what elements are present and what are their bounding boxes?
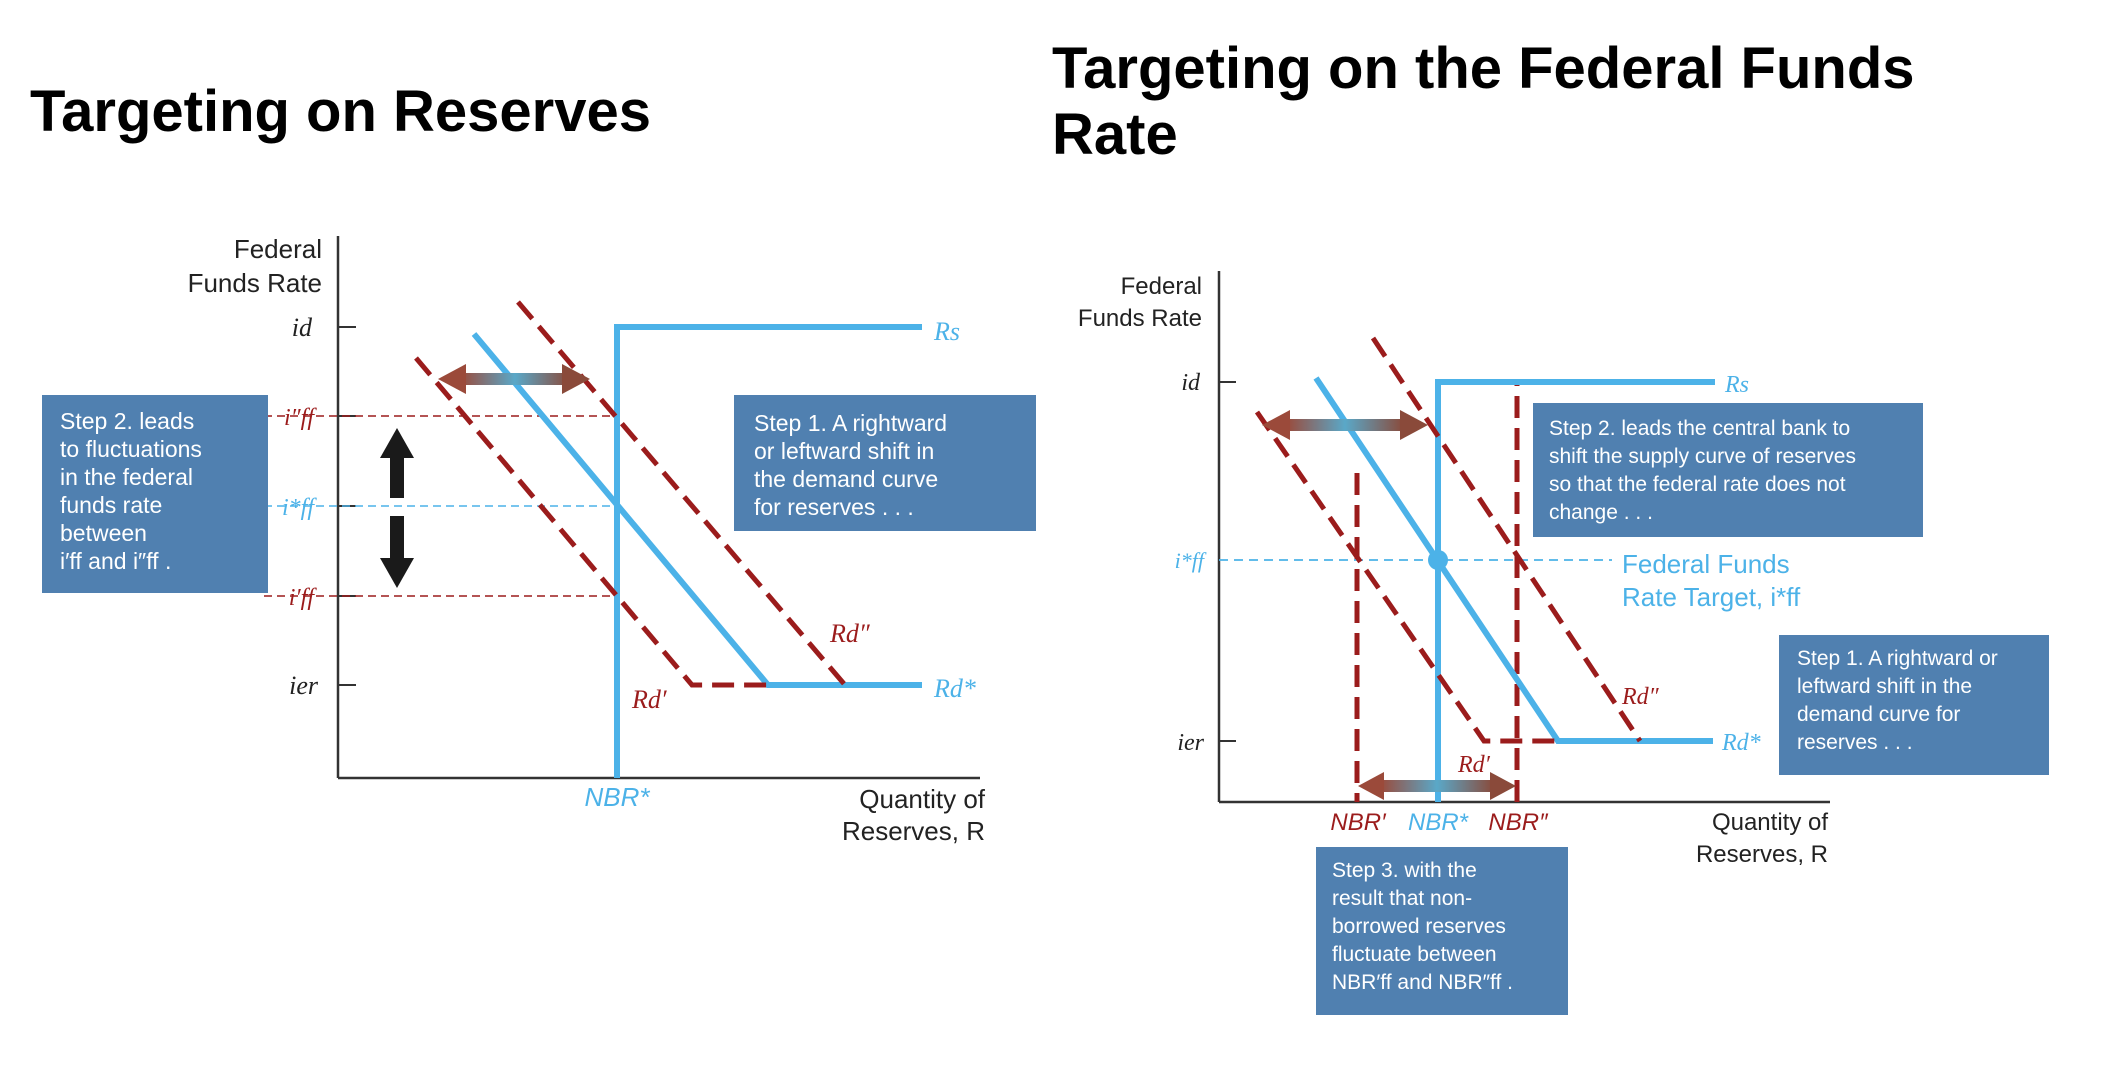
right-step2-line-1: Step 2. leads the central bank to (1549, 417, 1851, 440)
right-equilibrium-dot (1428, 550, 1448, 570)
left-demand-curve-star (471, 332, 922, 688)
left-x-axis-label-2: Reserves, R (842, 816, 985, 846)
left-label-rd-single: Rd′ (631, 685, 667, 714)
left-y-axis-label-2: Funds Rate (188, 268, 322, 298)
left-label-rs: Rs (933, 317, 960, 346)
right-target-label-1: Federal Funds (1622, 549, 1790, 579)
right-title-line-2: Rate (1052, 102, 1178, 167)
left-label-rd-star: Rd* (933, 674, 976, 703)
left-label-nbr-star: NBR* (584, 782, 650, 812)
right-step3-line-1: Step 3. with the (1332, 859, 1477, 882)
right-title-line-1: Targeting on the Federal Funds (1052, 36, 1915, 101)
right-label-nbr-double: NBR″ (1488, 809, 1549, 836)
right-step1-line-1: Step 1. A rightward or (1797, 647, 1998, 670)
right-step3-line-5: NBR′ff and NBR″ff . (1332, 971, 1514, 994)
right-label-rd-double: Rd″ (1621, 684, 1660, 710)
left-step1-line-3: the demand curve (754, 466, 939, 492)
right-step2-line-3: so that the federal rate does not (1549, 473, 1846, 496)
right-step3-box: Step 3. with the result that non- borrow… (1316, 847, 1568, 1015)
left-label-ier: ier (289, 671, 319, 700)
left-y-axis-label-1: Federal (234, 234, 322, 264)
right-label-nbr-single: NBR′ (1330, 809, 1387, 836)
right-label-nbr-star: NBR* (1408, 809, 1469, 836)
right-step3-line-3: borrowed reserves (1332, 915, 1506, 938)
left-step2-box: Step 2. leads to fluctuations in the fed… (42, 395, 268, 593)
left-step1-box: Step 1. A rightward or leftward shift in… (734, 395, 1036, 531)
left-fluctuation-arrow (380, 428, 414, 588)
left-step2-line-5: between (60, 520, 147, 546)
left-x-axis-label-1: Quantity of (859, 784, 986, 814)
left-label-id: id (292, 313, 313, 342)
left-step1-line-4: for reserves . . . (754, 494, 914, 520)
right-demand-curve-star (1313, 376, 1713, 744)
left-supply-curve (614, 324, 922, 778)
right-y-axis-label-1: Federal (1121, 273, 1202, 300)
left-step2-line-6: i′ff and i″ff . (60, 548, 172, 574)
right-step3-line-4: fluctuate between (1332, 943, 1497, 966)
right-step1-line-4: reserves . . . (1797, 731, 1913, 754)
left-label-iff-double: i″ff (284, 405, 317, 431)
right-step1-line-3: demand curve for (1797, 703, 1961, 726)
left-label-iff-single: i′ff (289, 585, 318, 611)
right-y-axis-label-2: Funds Rate (1078, 305, 1202, 332)
left-demand-curve-double (516, 300, 847, 687)
right-demand-curve-double (1370, 336, 1643, 743)
right-step3-line-2: result that non- (1332, 887, 1473, 910)
right-x-axis-label-2: Reserves, R (1696, 841, 1828, 868)
right-label-rs: Rs (1724, 372, 1749, 398)
right-label-rd-single: Rd′ (1457, 752, 1491, 778)
right-nbr-arrow (1358, 772, 1516, 800)
left-step2-line-2: to fluctuations (60, 436, 202, 462)
right-step1-line-2: leftward shift in the (1797, 675, 1973, 698)
right-y-ticks (1219, 381, 1236, 742)
right-shift-arrow (1262, 410, 1428, 440)
left-step2-line-4: funds rate (60, 492, 163, 518)
right-step2-box: Step 2. leads the central bank to shift … (1533, 403, 1923, 537)
left-step1-line-2: or leftward shift in (754, 438, 935, 464)
left-step2-line-3: in the federal (60, 464, 193, 490)
left-diagram: Federal Funds Rate Quantity of Reserves,… (188, 234, 986, 846)
left-panel-title: Targeting on Reserves (30, 79, 652, 144)
left-shift-arrow (438, 364, 590, 394)
right-target-label-2: Rate Target, i*ff (1622, 582, 1801, 612)
right-x-axis-label-1: Quantity of (1712, 809, 1828, 836)
left-label-iff-star: i*ff (282, 495, 317, 521)
right-step2-line-4: change . . . (1549, 501, 1653, 524)
right-diagram: Federal Funds Rate Quantity of Reserves,… (1078, 271, 1830, 868)
left-demand-curve-single (414, 356, 768, 688)
right-panel-title: Targeting on the Federal Funds Rate (1052, 36, 2052, 168)
right-label-rd-star: Rd* (1721, 730, 1761, 756)
right-step1-box: Step 1. A rightward or leftward shift in… (1779, 635, 2049, 775)
right-label-id: id (1181, 370, 1201, 396)
right-step2-line-2: shift the supply curve of reserves (1549, 445, 1856, 468)
right-label-iff-star: i*ff (1175, 548, 1207, 573)
right-demand-curve-single (1254, 410, 1558, 744)
left-step2-line-1: Step 2. leads (60, 408, 195, 434)
left-step1-line-1: Step 1. A rightward (754, 410, 948, 436)
right-supply-curve (1435, 379, 1715, 802)
left-label-rd-double: Rd″ (829, 619, 871, 648)
right-label-ier: ier (1177, 730, 1204, 756)
